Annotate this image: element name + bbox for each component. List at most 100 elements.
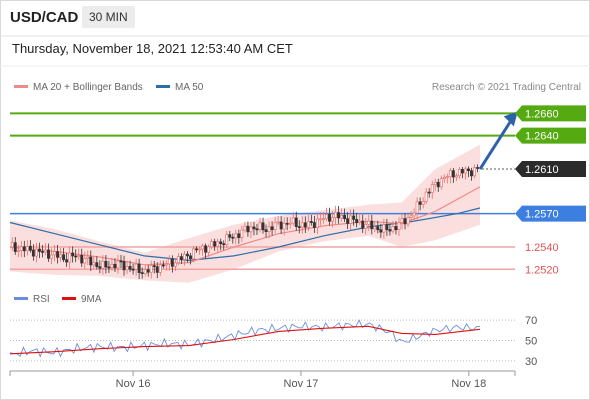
candle-body: [418, 201, 422, 205]
candle-body: [86, 256, 90, 259]
candle-body: [204, 245, 208, 253]
candle-body: [300, 222, 304, 228]
candle-body: [231, 236, 235, 239]
rsi-tick-30: 30: [525, 356, 537, 368]
candle-body: [415, 201, 419, 214]
candle-body: [412, 212, 416, 217]
candle-body: [53, 251, 56, 256]
candle-body: [113, 263, 117, 269]
candle-body: [367, 220, 371, 225]
main-price-panel: 1.2660 1.2640 1.2610 1.2570 1.2540 1.2520: [9, 105, 586, 283]
candle-body: [403, 218, 407, 225]
candle-body: [137, 263, 141, 273]
candle-body: [41, 251, 44, 253]
candle-body: [34, 248, 38, 257]
candle-body: [80, 255, 84, 264]
candle-body: [467, 168, 470, 172]
candle-body: [170, 258, 174, 267]
rsi-panel: 70 50 30: [9, 315, 537, 368]
candle-body: [92, 262, 96, 266]
ma20-legend-label: MA 20 + Bollinger Bands: [33, 82, 143, 93]
candle-body: [279, 221, 283, 230]
ma50-legend-swatch: [156, 85, 170, 88]
time-axis-label: Nov 18: [451, 378, 486, 390]
currency-pair-title: USD/CAD: [10, 9, 79, 26]
candle-body: [89, 256, 93, 266]
candle-body: [192, 248, 195, 260]
price-tag-bg-1-2570: [515, 205, 586, 222]
candle-body: [288, 222, 292, 225]
timeframe-badge[interactable]: 30 MIN: [82, 6, 135, 28]
candle-body: [13, 242, 17, 252]
candle-body: [321, 218, 325, 221]
candle-body: [56, 251, 60, 258]
candle-body: [273, 222, 277, 230]
candle-body: [315, 218, 319, 228]
candle-body: [448, 170, 452, 177]
candle-body: [394, 226, 398, 231]
time-axis-label: Nov 17: [284, 378, 319, 390]
candle-body: [65, 259, 69, 263]
candle-body: [140, 272, 144, 274]
research-credit: Research © 2021 Trading Central: [432, 82, 581, 93]
candle-body: [400, 218, 404, 224]
candle-body: [164, 263, 168, 266]
time-axis: Nov 16 Nov 17 Nov 18: [9, 371, 516, 390]
candle-body: [83, 258, 87, 264]
candle-body: [243, 225, 247, 231]
candle-body: [261, 222, 265, 231]
ma50-legend-label: MA 50: [175, 82, 204, 93]
price-label-1-2660: 1.2660: [525, 108, 559, 120]
candle-body: [306, 221, 310, 228]
candle-body: [355, 219, 359, 223]
candle-body: [71, 252, 75, 257]
candle-body: [303, 222, 307, 228]
candle-body: [385, 224, 389, 230]
candle-body: [149, 265, 153, 273]
candle-body: [107, 266, 111, 269]
candle-body: [10, 242, 14, 248]
candle-body: [152, 265, 156, 268]
candle-body: [173, 262, 177, 267]
candle-body: [95, 262, 99, 268]
candle-body: [291, 217, 295, 224]
price-label-1-2570: 1.2570: [525, 209, 559, 221]
projection-arrow-line: [478, 118, 514, 170]
rsi-line: [9, 319, 480, 358]
candle-body: [225, 234, 229, 245]
candle-body: [59, 254, 63, 258]
candle-body: [264, 229, 268, 232]
candle-body: [116, 260, 120, 269]
candle-body: [134, 263, 138, 270]
candle-body: [128, 266, 132, 270]
ma50-line: [9, 207, 481, 262]
candle-body: [77, 255, 81, 258]
candle-body: [98, 266, 102, 269]
candle-body: [219, 241, 223, 245]
candle-body: [216, 241, 220, 247]
candle-body: [379, 229, 383, 233]
candle-body: [318, 218, 322, 221]
candle-body: [155, 266, 159, 273]
candle-body: [146, 269, 150, 273]
candle-body: [50, 254, 53, 259]
candle-body: [346, 218, 350, 224]
candle-body: [210, 241, 214, 248]
candle-body: [62, 254, 66, 261]
candle-body: [343, 214, 347, 220]
candle-body: [340, 214, 344, 219]
candle-body: [439, 178, 443, 188]
ma9-legend-swatch: [62, 297, 76, 300]
candle-body: [101, 260, 105, 269]
candle-body: [222, 243, 226, 246]
candle-body: [267, 226, 271, 232]
projection-arrow-head: [503, 111, 518, 127]
candle-body: [161, 264, 165, 267]
candle-body: [237, 233, 241, 238]
ma9-line: [9, 325, 481, 355]
candle-body: [104, 260, 108, 268]
candle-body: [445, 176, 449, 178]
candle-body: [198, 248, 202, 251]
candle-body: [158, 264, 162, 273]
